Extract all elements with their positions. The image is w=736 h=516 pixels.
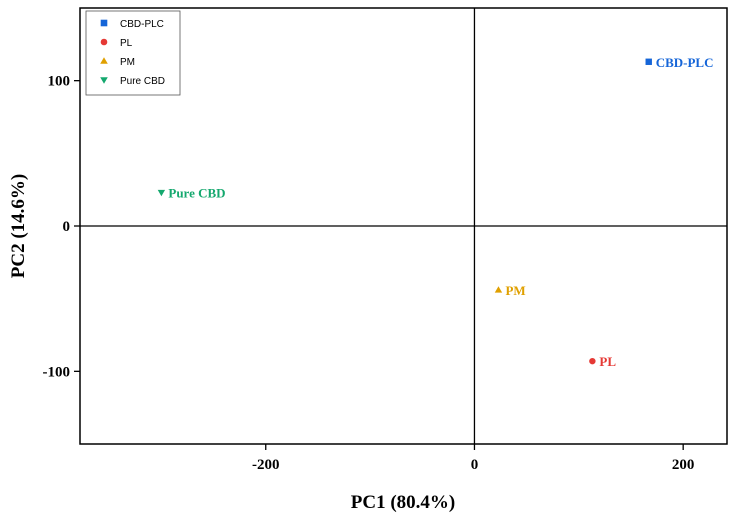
data-point-label: PM [505,283,525,298]
data-point [645,58,652,65]
data-points: CBD-PLC PL PM Pure CBD [157,55,714,369]
data-point [157,189,166,197]
legend-box [85,10,181,96]
x-axis-title: PC1 (80.4%) [351,492,455,513]
legend-label: PL [120,38,133,49]
legend: CBD-PLC PL PM Pure CBD [85,10,181,96]
zero-lines [80,8,727,444]
legend-label: PM [120,57,135,68]
x-axis-ticks: -200 0 200 [252,444,694,473]
y-tick-label: 100 [48,74,71,90]
x-tick-label: -200 [252,457,280,473]
x-tick-label: 0 [471,457,479,473]
legend-label: Pure CBD [120,76,165,87]
data-point-label: PL [599,354,616,369]
y-axis-ticks: -100 0 100 [43,74,80,380]
legend-label: CBD-PLC [120,19,164,30]
legend-marker [100,19,108,27]
data-point-label: Pure CBD [168,186,225,201]
y-tick-label: 0 [63,219,71,235]
y-axis-title: PC2 (14.6%) [8,174,29,278]
data-point-label: CBD-PLC [656,55,714,70]
legend-marker [100,77,108,84]
legend-marker [100,57,108,64]
data-point [589,357,596,365]
data-point [494,286,503,293]
x-tick-label: 200 [672,457,695,473]
y-tick-label: -100 [43,364,71,380]
legend-marker [100,38,108,46]
